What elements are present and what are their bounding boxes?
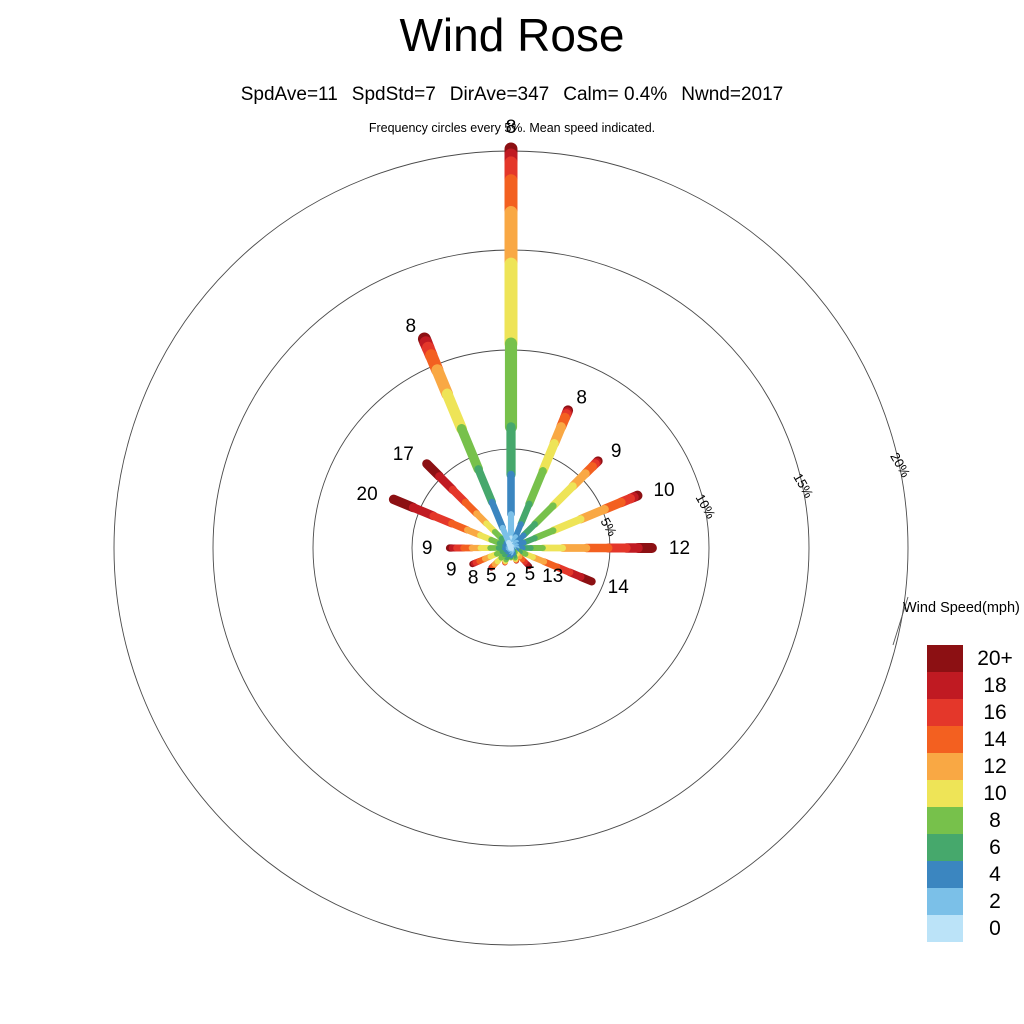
stats-line: SpdAve=11 SpdStd=7 DirAve=347 Calm= 0.4% Nwn… [0,84,1024,106]
petal-ESE[interactable] [508,545,596,586]
legend-swatch [927,726,963,753]
stat-nwnd: Nwnd=2017 [681,84,784,105]
petal-mean-speed-SW: 8 [468,568,479,589]
ring-labels: 5% 10% 15% 20% [598,450,914,539]
petal-NNW[interactable] [417,332,514,551]
legend-row[interactable]: 2 [927,888,1018,915]
legend-row[interactable]: 6 [927,834,1018,861]
petal-segment [517,500,533,528]
petal-mean-speed-SE: 13 [542,566,563,587]
ring-label-5pct: 5% [598,515,621,539]
stat-calm: Calm= 0.4% [563,84,668,105]
legend-label: 20+ [977,646,1013,670]
petal-mean-speed-NW: 17 [393,444,414,465]
petal-mean-speed-NE: 9 [611,441,622,462]
petal-segment [499,524,512,546]
stat-dirave: DirAve=347 [449,84,550,105]
legend-label: 6 [989,835,1001,859]
legend-label: 16 [983,700,1007,724]
legend-label: 14 [983,727,1007,751]
legend-swatch [927,753,963,780]
frequency-note: Frequency circles every 5%. Mean speed i… [368,121,656,135]
petal-NE[interactable] [508,456,603,551]
petal-mean-speed-E: 12 [669,538,690,559]
legend-label: 4 [989,862,1001,886]
legend-row[interactable]: 16 [927,699,1018,726]
legend-swatch [927,672,963,699]
petal-mean-speed-W: 9 [422,538,433,559]
legend-leader-line [892,596,909,646]
legend-row[interactable]: 20+ [927,645,1018,672]
legend-swatch [927,699,963,726]
petal-NW[interactable] [422,459,514,551]
wind-speed-legend: 20+ 18 16 14 12 10 8 6 4 2 0 [927,645,1018,942]
petal-mean-speed-N: 8 [506,117,517,138]
ring-label-20pct: 20% [887,450,913,480]
legend-swatch [927,861,963,888]
petal-mean-speed-SSW: 5 [486,566,497,587]
legend-label: 2 [989,889,1001,913]
petal-mean-speed-SSE: 5 [525,564,536,585]
legend-swatch [927,780,963,807]
petal-mean-speed-ENE: 10 [653,480,674,501]
petal-mean-speed-S: 2 [506,570,517,591]
petal-segment [538,438,559,476]
petal-mean-speed-NNE: 8 [576,388,587,409]
stat-spdstd: SpdStd=7 [351,84,436,105]
legend-label: 12 [983,754,1007,778]
legend-row[interactable]: 4 [927,861,1018,888]
petal-segment [506,539,514,551]
petal-segment [531,502,557,528]
petal-mean-speed-NNW: 8 [405,316,416,337]
petal-NNE[interactable] [508,405,574,551]
ring-label-15pct: 15% [790,470,816,500]
legend-swatch [927,888,963,915]
legend-row[interactable]: 18 [927,672,1018,699]
legend-label: 18 [983,673,1007,697]
petal-segment [531,527,557,542]
legend-swatch [927,807,963,834]
petal-segment [525,467,547,508]
petal-mean-speed-WNW: 20 [357,484,378,505]
petal-mean-speed-WSW: 9 [446,559,457,580]
petals [388,142,657,586]
petal-segment [474,465,497,507]
legend-row[interactable]: 0 [927,915,1018,942]
petal-segment [488,498,507,532]
ring-label-10pct: 10% [693,491,719,521]
petal-mean-speed-ESE: 14 [608,577,630,598]
legend-row[interactable]: 8 [927,807,1018,834]
legend-row[interactable]: 14 [927,726,1018,753]
legend-label: 0 [989,916,1001,940]
legend-title: Wind Speed(mph) [903,600,1020,616]
petal-segment [576,504,609,524]
page-title: Wind Rose [399,9,625,61]
petal-segment [549,515,585,535]
legend-swatch [927,834,963,861]
legend-row[interactable]: 10 [927,780,1018,807]
petal-segment [456,424,484,474]
legend-swatch [927,915,963,942]
petal-segment [441,388,468,435]
legend-swatch [927,645,963,672]
legend-label: 10 [983,781,1007,805]
petal-segment [549,482,577,510]
legend-label: 8 [989,808,1001,832]
stat-spdave: SpdAve=11 [240,84,338,105]
legend-row[interactable]: 12 [927,753,1018,780]
